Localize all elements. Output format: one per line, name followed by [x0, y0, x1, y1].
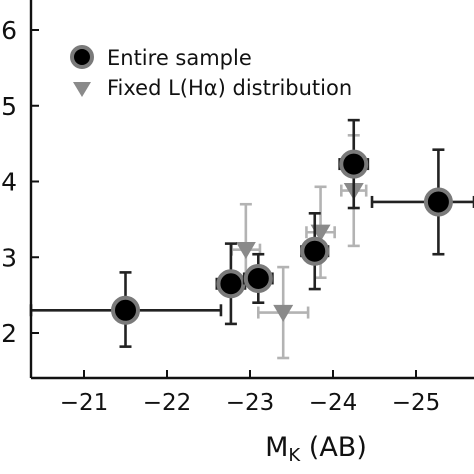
- legend-label-entire-sample: Entire sample: [107, 46, 252, 70]
- x-tick-label: −22: [143, 390, 192, 416]
- legend-label-fixed-distribution: Fixed L(Hα) distribution: [107, 76, 352, 100]
- axes: [29, 0, 474, 380]
- y-tick-label: 2: [1, 319, 17, 348]
- data-point-triangle: [273, 304, 294, 322]
- data-point-triangle: [235, 242, 256, 260]
- x-tick-label: −24: [309, 390, 358, 416]
- data-point-circle: [339, 149, 369, 179]
- x-tick-label: −21: [60, 390, 109, 416]
- y-tick-label: 4: [1, 168, 17, 197]
- ticks: −21 −22 −23 −24 −25 2 3 4 5 6: [1, 16, 440, 416]
- data-layer: [29, 118, 474, 360]
- series-0: [29, 118, 474, 348]
- x-tick-label: −25: [392, 390, 441, 416]
- data-point-circle: [300, 236, 330, 266]
- y-tick-label: 6: [1, 16, 17, 45]
- data-point-circle: [111, 295, 140, 325]
- x-axis-label-subscript: K: [288, 445, 301, 466]
- legend-marker-entire-sample: [70, 45, 94, 69]
- x-axis-label: MK (AB): [265, 432, 367, 466]
- x-axis-label-main: M: [265, 432, 288, 463]
- x-tick-label: −23: [226, 390, 275, 416]
- y-tick-label: 5: [1, 92, 17, 121]
- data-point-circle: [423, 187, 453, 217]
- legend-marker-fixed-distribution: [73, 82, 91, 97]
- x-axis-label-suffix: (AB): [300, 432, 367, 463]
- data-point-circle: [216, 269, 246, 299]
- data-point-circle: [243, 263, 273, 293]
- y-tick-label: 3: [1, 243, 17, 272]
- legend: Entire sample Fixed L(Hα) distribution: [70, 45, 352, 100]
